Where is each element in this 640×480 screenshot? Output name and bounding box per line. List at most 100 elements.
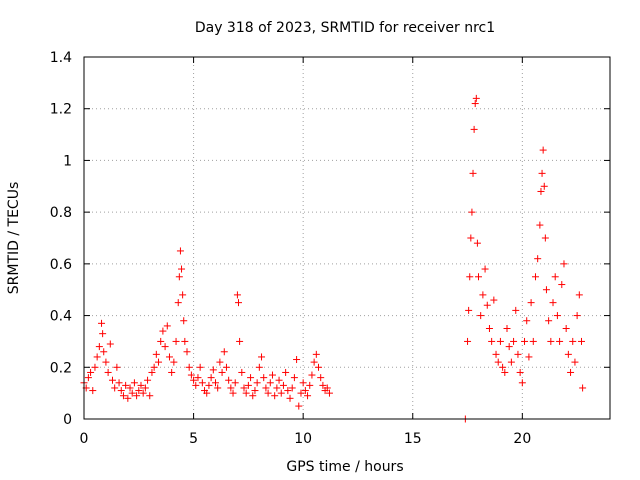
data-point: [479, 291, 487, 299]
y-tick-label: 0.6: [50, 257, 72, 273]
data-point: [102, 358, 110, 366]
data-point: [192, 381, 200, 389]
data-point: [539, 146, 547, 154]
y-tick-labels: 0 0.2 0.4 0.6 0.8 1 1.2 1.4: [50, 50, 72, 428]
data-point: [183, 348, 191, 356]
data-point: [295, 402, 303, 410]
data-point: [288, 384, 296, 392]
data-point: [115, 379, 123, 387]
data-point: [198, 379, 206, 387]
data-point: [512, 306, 520, 314]
data-point: [141, 384, 149, 392]
data-point: [485, 325, 493, 332]
data-point: [286, 394, 294, 402]
data-point: [91, 363, 99, 371]
data-point: [144, 376, 152, 384]
data-point: [553, 312, 561, 320]
data-point: [521, 337, 529, 345]
data-point: [277, 389, 285, 397]
data-point: [172, 337, 180, 345]
data-point: [499, 363, 507, 371]
data-point: [551, 273, 559, 281]
y-tick-label: 0.4: [50, 309, 72, 325]
data-point: [534, 255, 542, 263]
x-tick-label: 15: [404, 431, 422, 447]
data-point: [174, 299, 182, 307]
data-point: [569, 337, 577, 345]
data-point: [523, 317, 531, 325]
data-point: [465, 306, 473, 314]
data-point: [573, 312, 581, 320]
data-point: [290, 374, 298, 382]
data-point: [137, 381, 145, 389]
data-point: [260, 374, 268, 382]
data-point: [471, 100, 479, 108]
data-point: [165, 353, 173, 361]
data-point: [135, 387, 143, 395]
data-points: [80, 94, 587, 423]
data-point: [516, 368, 524, 376]
data-point: [545, 317, 553, 325]
data-point: [549, 299, 557, 307]
data-point: [529, 337, 537, 345]
data-point: [89, 387, 97, 395]
data-point: [262, 384, 270, 392]
data-point: [216, 358, 224, 366]
x-tick-label: 0: [80, 431, 89, 447]
data-point: [214, 384, 222, 392]
data-point: [284, 387, 292, 395]
data-point: [126, 384, 134, 392]
data-point: [306, 381, 314, 389]
data-point: [176, 247, 184, 255]
data-point: [467, 234, 475, 242]
data-point: [196, 363, 204, 371]
data-point: [247, 374, 255, 382]
data-point: [490, 296, 498, 304]
data-point: [297, 389, 305, 397]
data-point: [483, 301, 491, 309]
data-point: [218, 368, 226, 376]
data-point: [301, 387, 309, 395]
data-point: [275, 376, 283, 384]
data-point: [531, 273, 539, 281]
data-point: [527, 299, 535, 307]
data-point: [525, 353, 533, 361]
data-point: [323, 384, 331, 392]
data-point: [212, 379, 219, 387]
data-point: [579, 384, 587, 392]
y-tick-label: 0.2: [50, 360, 72, 376]
data-point: [312, 350, 320, 358]
y-tick-label: 1: [63, 153, 72, 169]
data-point: [205, 381, 213, 389]
data-point: [84, 374, 92, 382]
data-point: [310, 358, 318, 366]
data-point: [481, 265, 489, 273]
data-point: [567, 368, 575, 376]
data-point: [128, 389, 136, 397]
data-point: [562, 325, 570, 332]
data-point: [488, 337, 496, 345]
data-point: [255, 363, 263, 371]
y-tick-label: 1.2: [50, 102, 72, 118]
data-point: [268, 371, 276, 379]
data-point: [231, 379, 239, 387]
data-point: [542, 286, 550, 294]
data-point: [150, 363, 158, 371]
data-point: [468, 208, 476, 216]
data-point: [170, 358, 178, 366]
data-point: [244, 381, 252, 389]
data-point: [315, 363, 323, 371]
data-point: [185, 363, 193, 371]
data-point: [99, 330, 107, 338]
data-point: [100, 348, 108, 356]
data-point: [130, 379, 138, 387]
data-point: [222, 363, 230, 371]
axis-ticks: [83, 56, 610, 420]
data-point: [249, 392, 257, 400]
data-point: [124, 394, 132, 402]
x-tick-labels: 0 5 10 15 20: [80, 431, 532, 447]
data-point: [187, 371, 195, 379]
data-point: [235, 299, 243, 307]
data-point: [317, 374, 325, 382]
data-point: [95, 343, 103, 351]
